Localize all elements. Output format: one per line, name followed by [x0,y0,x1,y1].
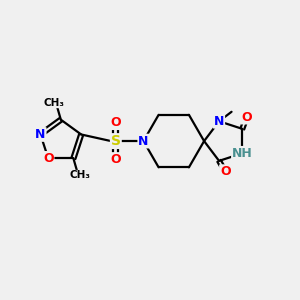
Text: O: O [43,152,54,165]
Text: O: O [241,111,252,124]
Text: CH₃: CH₃ [70,170,91,180]
Text: O: O [110,116,121,129]
Text: N: N [35,128,46,141]
Text: CH₃: CH₃ [44,98,64,108]
Text: NH: NH [232,147,253,160]
Text: N: N [138,135,148,148]
Text: N: N [214,115,224,128]
Text: S: S [111,134,121,148]
Text: O: O [220,165,231,178]
Text: O: O [110,153,121,166]
